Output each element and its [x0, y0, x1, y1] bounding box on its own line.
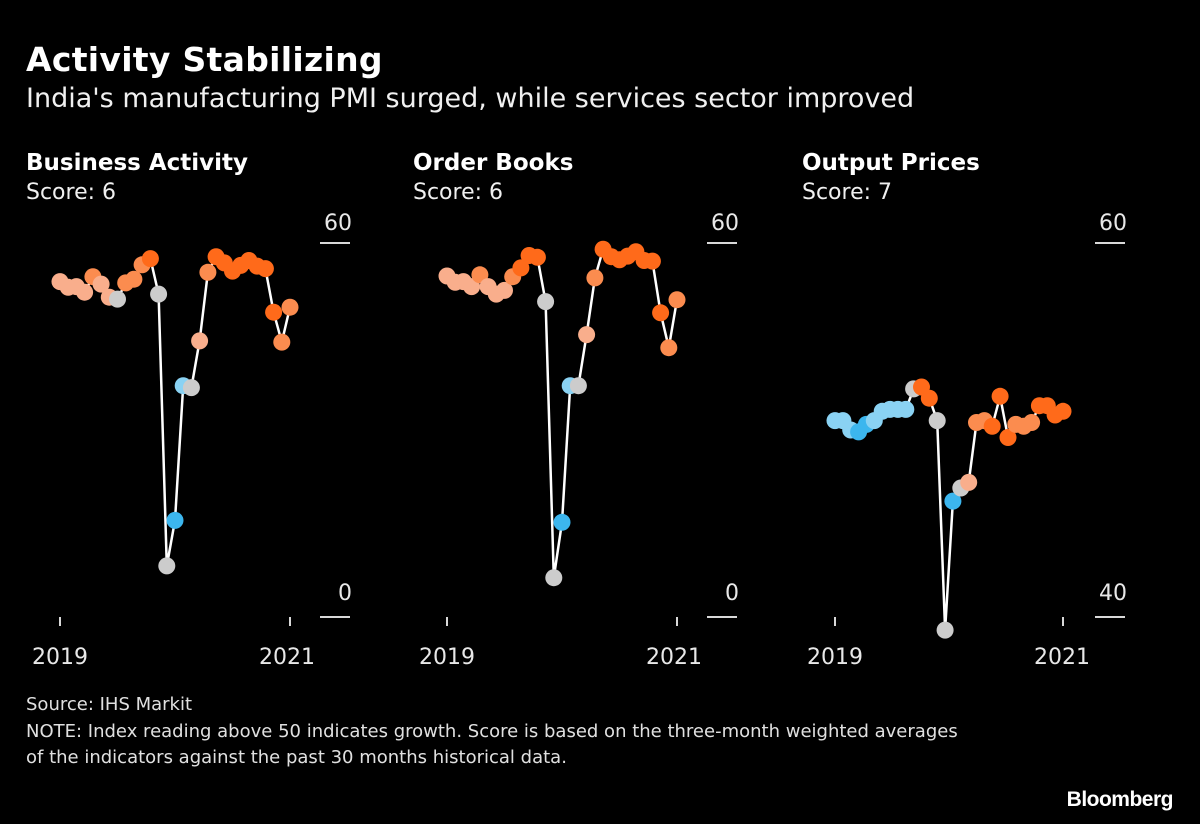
- data-point: [158, 557, 176, 575]
- data-point: [999, 429, 1017, 446]
- data-point: [569, 377, 587, 395]
- chart-title: Activity Stabilizing: [26, 40, 383, 79]
- data-point: [273, 333, 291, 351]
- data-point: [1054, 402, 1072, 420]
- data-point: [578, 326, 596, 344]
- data-point: [643, 252, 661, 270]
- data-point: [528, 248, 546, 266]
- chart-subtitle: India's manufacturing PMI surged, while …: [26, 83, 915, 114]
- data-point: [991, 387, 1009, 405]
- panel-title-output-prices: Output Prices: [802, 150, 980, 176]
- y-tick-label: 40: [1099, 581, 1127, 606]
- data-point: [960, 473, 978, 491]
- data-point: [920, 389, 938, 407]
- y-tick-label: 0: [338, 581, 352, 606]
- data-point: [463, 278, 481, 296]
- panel-score-order-books: Score: 6: [413, 180, 504, 205]
- data-point: [936, 621, 954, 639]
- data-point: [586, 269, 604, 287]
- data-point: [944, 492, 962, 510]
- data-point: [660, 339, 678, 357]
- data-point: [652, 304, 670, 322]
- bloomberg-logo: Bloomberg: [1066, 788, 1174, 811]
- data-point: [1023, 414, 1041, 431]
- y-tick-label: 60: [1099, 211, 1127, 236]
- data-point: [545, 569, 563, 587]
- x-tick-label: 2021: [1034, 645, 1090, 670]
- data-point: [928, 412, 946, 430]
- data-point: [265, 303, 283, 321]
- data-point: [141, 250, 159, 268]
- data-point: [150, 285, 168, 303]
- panel-title-order-books: Order Books: [413, 150, 574, 176]
- note-text: NOTE: Index reading above 50 indicates g…: [26, 721, 958, 768]
- x-tick-label: 2021: [646, 645, 702, 670]
- source-text: Source: IHS Markit: [26, 694, 193, 715]
- data-point: [897, 400, 915, 418]
- data-point: [125, 270, 143, 288]
- data-point: [166, 511, 184, 529]
- data-point: [191, 332, 209, 350]
- data-point: [92, 275, 110, 293]
- x-tick-label: 2019: [32, 645, 88, 670]
- data-point: [553, 513, 571, 531]
- panel-score-business-activity: Score: 6: [26, 180, 117, 205]
- data-point: [512, 259, 530, 277]
- data-point: [496, 281, 513, 299]
- data-point: [537, 293, 555, 311]
- data-point: [668, 291, 686, 309]
- y-tick-label: 60: [324, 211, 352, 236]
- x-tick-label: 2019: [419, 645, 475, 670]
- data-point: [76, 283, 94, 301]
- data-point: [182, 379, 200, 397]
- data-point: [281, 298, 299, 316]
- data-point: [983, 417, 1001, 435]
- data-point: [199, 263, 217, 281]
- x-tick-label: 2019: [807, 645, 863, 670]
- data-point: [471, 266, 489, 284]
- y-tick-label: 60: [711, 211, 739, 236]
- panel-title-business-activity: Business Activity: [26, 150, 249, 176]
- data-point: [256, 260, 274, 278]
- x-tick-label: 2021: [259, 645, 315, 670]
- panel-score-output-prices: Score: 7: [802, 180, 893, 205]
- y-tick-label: 0: [725, 581, 739, 606]
- data-point: [109, 290, 126, 308]
